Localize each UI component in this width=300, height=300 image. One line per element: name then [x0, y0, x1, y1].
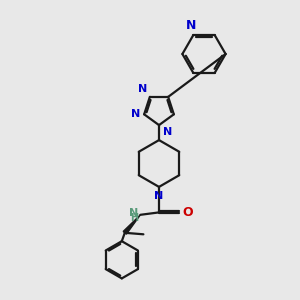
Text: N: N [131, 109, 140, 119]
Text: N: N [186, 19, 196, 32]
Text: N: N [163, 127, 172, 136]
Text: N: N [129, 208, 138, 218]
Polygon shape [123, 215, 140, 234]
Text: H: H [130, 213, 138, 224]
Text: O: O [182, 206, 193, 219]
Text: N: N [138, 85, 147, 94]
Text: N: N [154, 191, 164, 201]
